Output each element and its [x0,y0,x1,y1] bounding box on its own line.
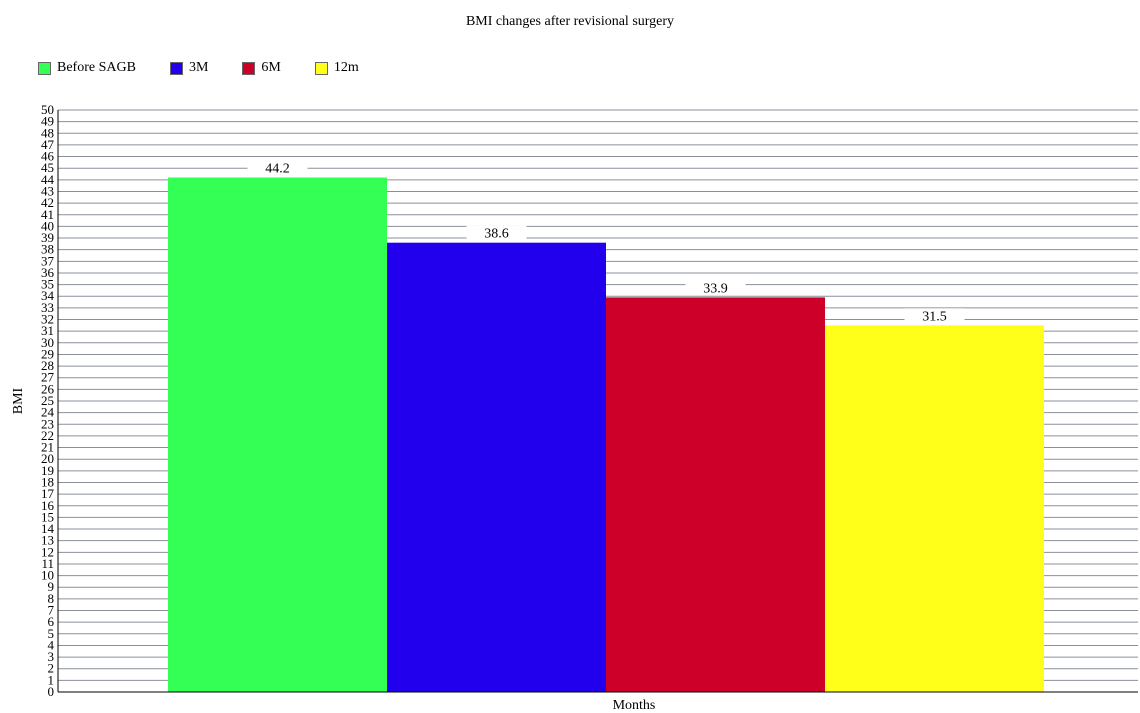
bar [168,177,387,693]
bar [387,242,606,693]
y-tick-label: 29 [41,346,54,361]
y-tick-label: 22 [41,428,54,443]
y-tick-label: 12 [41,544,54,559]
y-tick-label: 8 [48,591,55,606]
y-tick-label: 19 [41,463,54,478]
y-tick-label: 23 [41,416,54,431]
y-tick-label: 10 [41,568,54,583]
y-tick-label: 47 [41,137,55,152]
y-tick-label: 17 [41,486,55,501]
y-tick-label: 34 [41,288,55,303]
legend-swatch [38,61,51,75]
y-tick-label: 25 [41,393,54,408]
y-tick-label: 41 [41,207,54,222]
legend-swatch [242,61,256,75]
legend-item: 3M [169,60,209,76]
y-tick-label: 1 [48,672,55,687]
y-tick-label: 21 [41,440,54,455]
y-tick-label: 26 [41,381,55,396]
y-tick-label: 14 [41,521,55,536]
y-tick-label: 0 [48,684,55,699]
y-tick-label: 42 [41,195,54,210]
y-tick-label: 39 [41,230,54,245]
y-tick-label: 48 [41,125,54,140]
y-tick-label: 43 [41,183,54,198]
y-tick-label: 35 [41,277,54,292]
legend-label: 3M [188,60,209,75]
y-tick-label: 33 [41,300,54,315]
legend-item: Before SAGB [38,60,136,76]
y-tick-label: 7 [48,603,55,618]
y-tick-label: 6 [48,614,55,629]
bar [825,325,1044,692]
y-axis-label: BMI [11,387,26,414]
y-tick-label: 18 [41,474,54,489]
legend-item: 6M [242,60,281,76]
legend-swatch [314,61,328,75]
y-tick-label: 5 [48,626,55,641]
y-tick-label: 24 [41,405,55,420]
y-tick-label: 15 [41,509,54,524]
y-tick-label: 38 [41,242,54,257]
y-tick-label: 9 [48,579,55,594]
y-tick-label: 36 [41,265,55,280]
y-tick-label: 16 [41,498,55,513]
legend-swatch [169,61,183,75]
chart-title: BMI changes after revisional surgery [465,14,675,29]
y-tick-label: 3 [48,649,55,664]
y-tick-label: 4 [48,637,55,652]
data-label-bg [685,280,746,296]
y-tick-label: 50 [41,102,54,117]
y-tick-label: 31 [41,323,54,338]
y-tick-label: 28 [41,358,54,373]
data-label: 44.2 [265,162,290,177]
y-tick-label: 13 [41,533,54,548]
bar [606,297,825,692]
legend: Before SAGB 3M 6M 12m [38,60,359,76]
y-tick-label: 2 [48,661,55,676]
y-tick-label: 37 [41,253,55,268]
y-tick-label: 40 [41,218,54,233]
y-tick-label: 45 [41,160,54,175]
legend-label: 12m [333,60,359,75]
y-tick-label: 30 [41,335,54,350]
y-tick-label: 46 [41,149,55,164]
legend-label: Before SAGB [57,60,136,75]
y-tick-label: 27 [41,370,55,385]
y-tick-label: 11 [41,556,54,571]
data-label: 38.6 [484,227,509,242]
data-label-bg [904,308,965,324]
y-tick-label: 49 [41,114,54,129]
y-tick-label: 32 [41,312,54,327]
data-label: 31.5 [922,309,947,324]
y-tick-label: 20 [41,451,54,466]
data-label-bg [466,225,527,241]
legend-item: 12m [314,60,359,76]
x-axis-label: Months [613,698,656,713]
data-label-bg [247,160,308,176]
legend-label: 6M [261,60,281,75]
y-tick-label: 44 [41,172,55,187]
data-label: 33.9 [703,281,728,296]
